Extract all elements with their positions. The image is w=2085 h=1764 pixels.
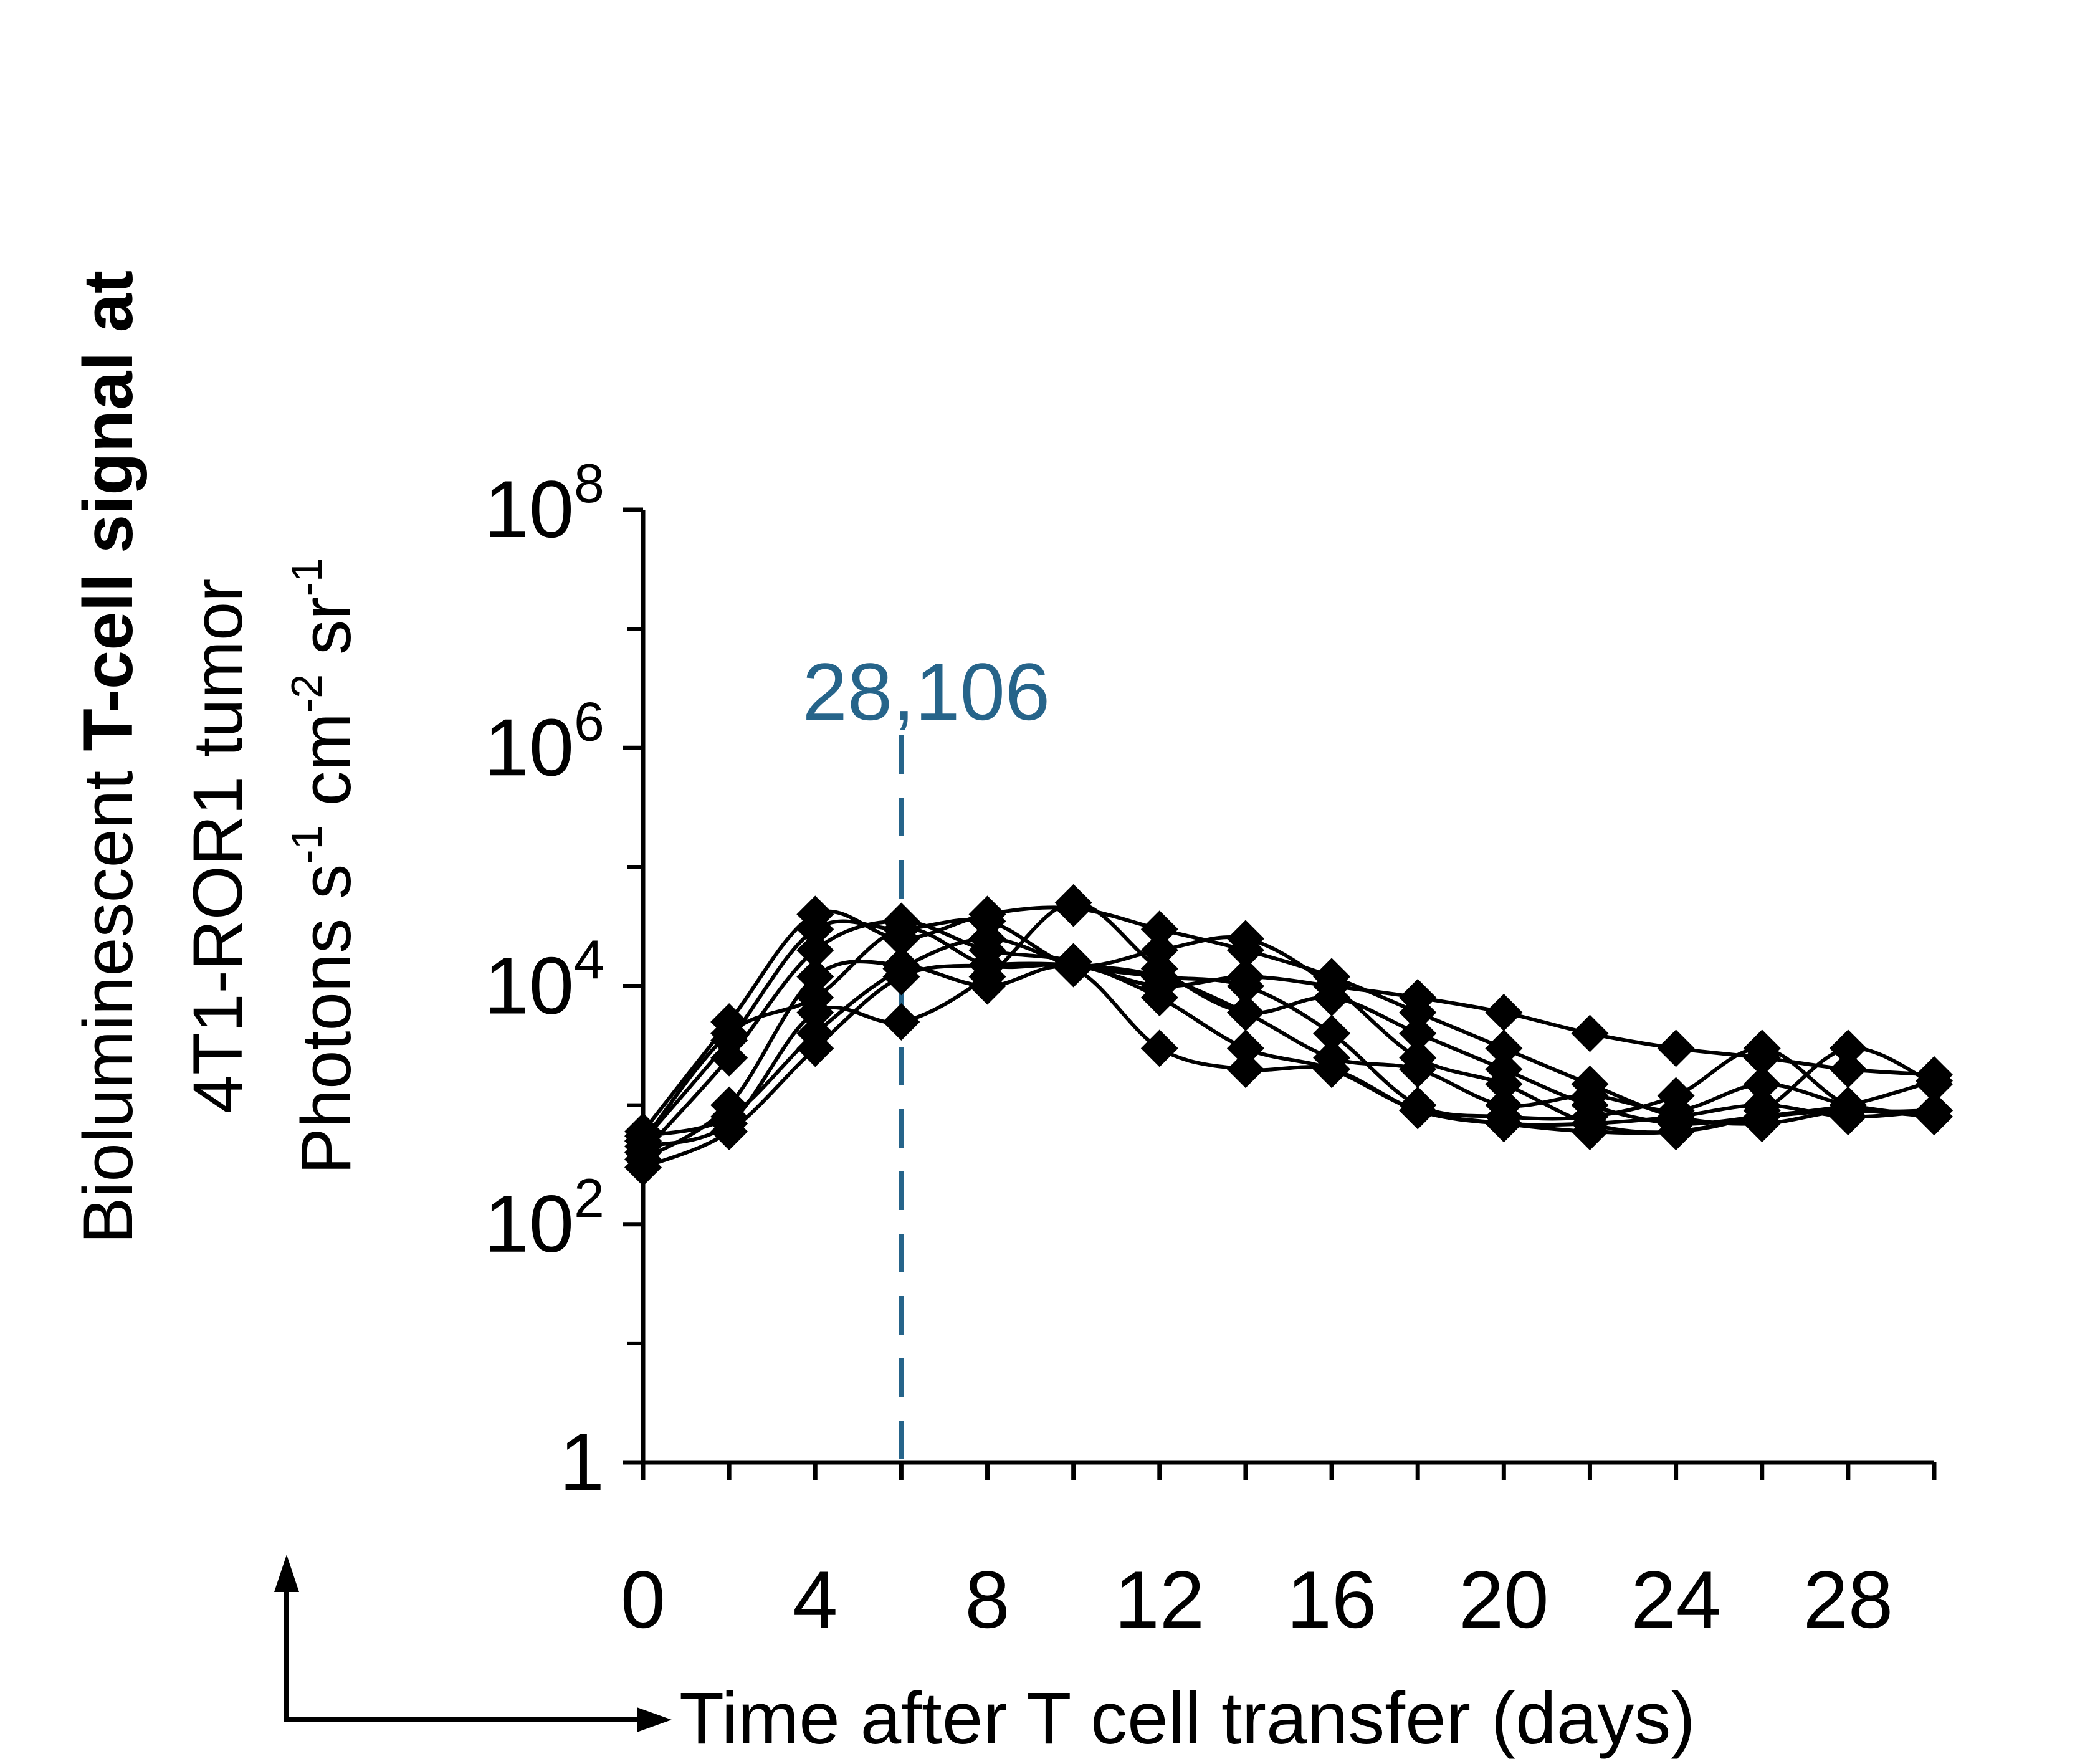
data-point-marker — [1571, 1014, 1609, 1052]
data-point-marker — [710, 1113, 748, 1151]
data-point-marker — [1485, 1051, 1523, 1089]
data-point-marker — [1226, 1029, 1264, 1067]
data-point-marker — [1829, 1086, 1867, 1124]
series-line — [642, 937, 1935, 1138]
data-point-marker — [1485, 993, 1523, 1031]
data-point-marker — [796, 910, 834, 948]
x-tick-label: 4 — [793, 1554, 837, 1645]
y-axis-title-line2: 4T1-ROR1 tumor — [179, 579, 257, 1114]
data-point-marker — [1226, 920, 1264, 958]
y-tick-label: 1 — [560, 1416, 604, 1507]
data-point-marker — [882, 910, 920, 948]
data-point-marker — [1140, 967, 1178, 1005]
y-axis-title-bold: T-cell signal at — [69, 270, 147, 751]
series-markers — [624, 884, 1953, 1186]
data-point-marker — [1226, 993, 1264, 1031]
data-point-marker — [1054, 946, 1092, 984]
y-axis-title: Bioluminescent T-cell signal at 4T1-ROR1… — [69, 270, 365, 1244]
x-tick-label: 28 — [1803, 1554, 1894, 1645]
y-axis-title-units: Photons s-1 cm-2 sr-1 — [282, 558, 365, 1175]
annotation-label: 28,106 — [803, 646, 1051, 737]
data-point-marker — [1399, 979, 1437, 1017]
y-tick-label: 102 — [484, 1167, 604, 1269]
data-point-marker — [1313, 1014, 1351, 1052]
y-tick-label: 108 — [484, 452, 604, 555]
data-point-marker — [1313, 967, 1351, 1005]
data-point-marker — [624, 1148, 662, 1186]
data-point-marker — [1829, 1051, 1867, 1089]
data-point-marker — [968, 946, 1006, 984]
x-ticks: 0 4 8 12 16 20 24 28 — [621, 1462, 1937, 1645]
x-tick-label: 8 — [965, 1554, 1009, 1645]
data-point-marker — [624, 1122, 662, 1160]
data-point-marker — [1140, 910, 1178, 948]
series-line — [642, 961, 1935, 1170]
series-line — [642, 900, 1935, 1148]
data-point-marker — [1399, 1014, 1437, 1052]
x-tick-label: 20 — [1459, 1554, 1549, 1645]
data-point-marker — [710, 1014, 748, 1052]
data-point-marker — [1313, 1039, 1351, 1077]
data-point-marker — [1054, 884, 1092, 922]
axis-arrow-up-head — [274, 1555, 299, 1592]
data-point-marker — [1571, 1077, 1609, 1115]
data-point-marker — [1399, 1086, 1437, 1124]
data-point-marker — [1916, 1056, 1953, 1094]
data-point-marker — [1743, 1065, 1781, 1103]
data-point-marker — [882, 1003, 920, 1041]
y-ticks: 1 102 104 106 108 — [484, 452, 643, 1507]
axis-arrow-right-head — [637, 1707, 672, 1732]
data-point-marker — [882, 958, 920, 996]
data-point-marker — [1743, 1098, 1781, 1136]
data-point-marker — [796, 1029, 834, 1067]
data-point-marker — [710, 1039, 748, 1077]
svg-text:Bioluminescent T-cell signal a: Bioluminescent T-cell signal at — [69, 270, 147, 1244]
data-point-marker — [968, 920, 1006, 958]
data-point-marker — [1743, 1039, 1781, 1077]
data-point-marker — [1226, 958, 1264, 996]
data-point-marker — [1485, 1029, 1523, 1067]
data-point-marker — [1399, 1051, 1437, 1089]
y-tick-label: 104 — [484, 929, 604, 1031]
data-point-marker — [796, 979, 834, 1017]
data-point-marker — [1140, 1029, 1178, 1067]
data-point-marker — [1571, 1098, 1609, 1136]
x-tick-label: 24 — [1631, 1554, 1721, 1645]
x-tick-label: 12 — [1114, 1554, 1205, 1645]
data-point-marker — [1485, 1086, 1523, 1124]
data-point-marker — [1657, 1092, 1695, 1130]
series-line — [641, 905, 1935, 1133]
data-point-marker — [1657, 1029, 1695, 1067]
y-tick-label: 106 — [484, 690, 604, 793]
x-axis-title: Time after T cell transfer (days) — [679, 1677, 1696, 1760]
y-axis-title-regular: Bioluminescent — [69, 751, 147, 1244]
data-point-marker — [1829, 1029, 1867, 1067]
data-point-marker — [1226, 1051, 1264, 1089]
data-point-marker — [1916, 1098, 1953, 1136]
series-lines — [641, 900, 1935, 1170]
x-tick-label: 0 — [621, 1554, 666, 1645]
data-point-marker — [796, 958, 834, 996]
x-tick-label: 16 — [1287, 1554, 1377, 1645]
data-point-marker — [796, 931, 834, 969]
